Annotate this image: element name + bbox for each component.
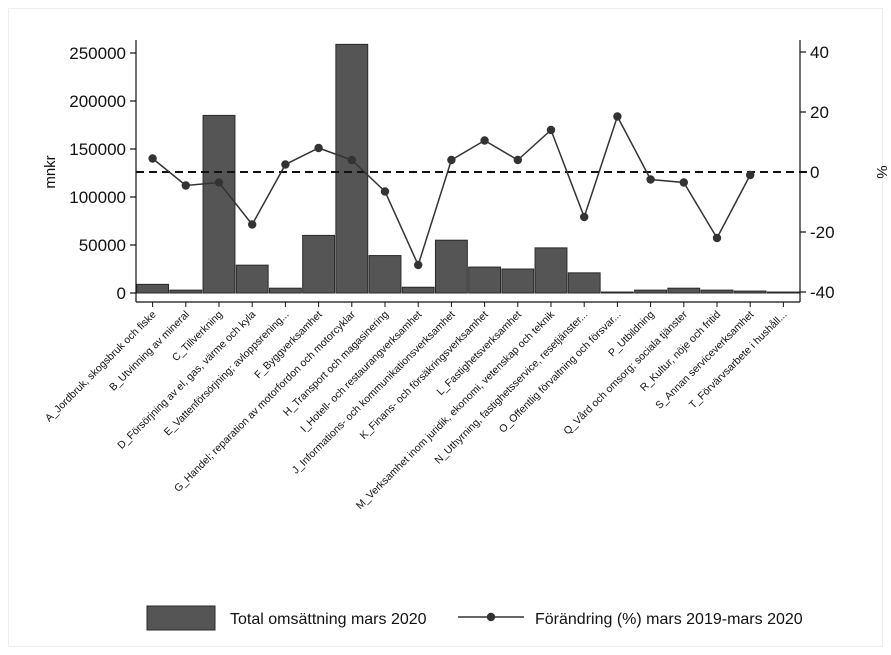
y-axis-right-title: %	[873, 165, 890, 178]
y-tick-label-left: 150000	[69, 140, 126, 159]
y-tick-label-left: 250000	[69, 44, 126, 63]
line-point	[314, 143, 323, 153]
line-point	[214, 178, 224, 187]
bar	[169, 289, 203, 294]
line-point	[679, 178, 688, 187]
line-point	[580, 212, 589, 222]
line-point	[646, 175, 655, 184]
x-tick-label: N_Uthyrning, fastighetsservice, resetjän…	[432, 309, 590, 467]
y-tick-label-right: 20	[810, 103, 829, 122]
y-tick-label-left: 0	[117, 284, 126, 303]
y-tick-label-right: 40	[810, 43, 829, 62]
bar	[667, 287, 701, 294]
legend-line-marker	[486, 612, 496, 622]
x-tick-label: O_Offentlig förvaltning och försvar...	[497, 309, 624, 436]
line-point	[181, 181, 190, 190]
legend-bar-swatch	[146, 605, 216, 631]
legend: Total omsättning mars 2020 Förändring (%…	[146, 605, 803, 631]
line-point	[281, 160, 290, 169]
bar	[335, 43, 369, 294]
y-tick-label-left: 200000	[69, 92, 126, 111]
x-tick-label: I_Hotell- och restaurangverksamhet	[298, 309, 424, 435]
bar	[634, 289, 668, 294]
bar	[501, 268, 535, 294]
bar	[401, 286, 435, 294]
line-point	[546, 125, 556, 135]
legend-line-label: Förändring (%) mars 2019-mars 2020	[535, 611, 803, 628]
y-axis-left-title: mnkr	[42, 155, 59, 188]
bar	[434, 239, 468, 294]
line-point	[513, 155, 522, 165]
bar	[368, 255, 402, 294]
line-point	[414, 260, 423, 270]
line-point	[248, 220, 257, 229]
bar	[700, 289, 734, 294]
line-point	[148, 154, 157, 163]
bar	[567, 272, 601, 294]
bar	[733, 290, 767, 294]
y-tick-label-right: -40	[810, 283, 835, 302]
line-point	[447, 155, 456, 165]
bar	[534, 247, 568, 294]
x-tick-label: E_Vattenförsörjning; avloppsrening...	[162, 309, 292, 439]
y-tick-label-right: -20	[810, 223, 835, 242]
bar	[302, 234, 336, 294]
y-tick-label-left: 100000	[69, 188, 126, 207]
line-point	[613, 112, 622, 121]
legend-bar-label: Total omsättning mars 2020	[230, 611, 427, 628]
y-tick-label-right: 0	[810, 163, 819, 182]
bar	[600, 291, 634, 294]
chart-frame	[8, 8, 883, 647]
x-tick-label: Q_Vård och omsorg; sociala tjänster	[561, 308, 690, 437]
bar	[468, 266, 502, 294]
line-point	[480, 136, 489, 145]
line-point	[712, 233, 722, 243]
bar	[235, 264, 269, 294]
bar	[202, 114, 236, 294]
bar	[136, 283, 170, 294]
line-point	[746, 170, 755, 180]
bar	[766, 291, 800, 294]
plot-area	[136, 43, 808, 294]
line-point	[347, 155, 356, 165]
bar	[268, 287, 302, 294]
y-tick-label-left: 50000	[79, 236, 126, 255]
line-point	[380, 187, 390, 196]
